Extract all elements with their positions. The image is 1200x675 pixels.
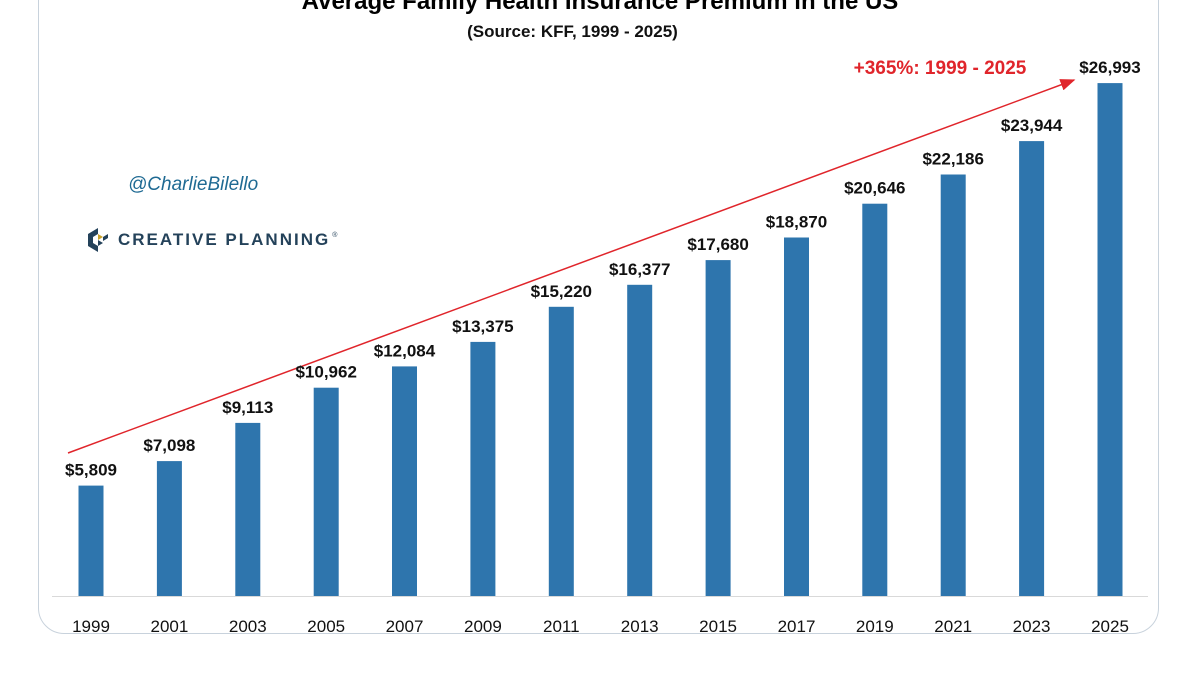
x-tick-2019: 2019 [856,617,894,636]
chart-frame [38,0,1159,634]
value-label-2025: $26,993 [1079,58,1140,77]
x-tick-2025: 2025 [1091,617,1129,636]
value-label-2015: $17,680 [687,235,748,254]
trademark-mark: ® [332,231,338,239]
bar-2017 [784,237,809,596]
x-tick-2009: 2009 [464,617,502,636]
value-label-2019: $20,646 [844,179,905,198]
author-handle: @CharlieBilello [128,174,259,195]
value-label-2005: $10,962 [295,363,356,382]
value-label-2001: $7,098 [143,436,195,455]
bar-2023 [1019,141,1045,596]
value-label-2013: $16,377 [609,260,670,279]
x-tick-2001: 2001 [150,617,188,636]
x-tick-2023: 2023 [1013,617,1051,636]
value-label-2007: $12,084 [374,341,436,360]
creative-planning-logo-icon [88,228,108,252]
x-tick-2017: 2017 [778,617,816,636]
value-label-1999: $5,809 [65,461,117,480]
bar-2011 [548,306,574,596]
bar-2005 [313,387,339,596]
x-tick-2021: 2021 [934,617,972,636]
bar-2025 [1097,83,1123,597]
bar-2003 [235,422,261,596]
value-label-2003: $9,113 [222,398,273,417]
growth-arrow [67,79,1076,454]
bar-2001 [156,461,182,596]
bar-2015 [705,260,731,596]
value-label-2017: $18,870 [766,213,827,232]
brand-name: CREATIVE PLANNING [118,230,331,249]
bar-2013 [627,284,653,596]
bar-1999 [78,485,104,596]
x-tick-2015: 2015 [699,617,737,636]
value-label-2009: $13,375 [452,317,513,336]
bar-2007 [392,366,417,596]
x-tick-2005: 2005 [307,617,345,636]
bar-2019 [862,203,888,596]
chart-title: Average Family Health Insurance Premium … [301,0,899,15]
x-tick-2013: 2013 [621,617,659,636]
x-tick-2007: 2007 [386,617,424,636]
x-tick-1999: 1999 [72,617,110,636]
x-tick-2011: 2011 [543,617,580,636]
bar-2021 [940,174,966,596]
chart-subtitle: (Source: KFF, 1999 - 2025) [467,22,678,41]
value-label-2023: $23,944 [1001,116,1063,135]
growth-annotation: +365%: 1999 - 2025 [854,58,1027,79]
bar-2009 [470,341,496,596]
value-label-2021: $22,186 [922,150,983,169]
x-tick-2003: 2003 [229,617,267,636]
value-label-2011: $15,220 [531,282,592,301]
brand-watermark: CREATIVE PLANNING ® [86,227,337,253]
